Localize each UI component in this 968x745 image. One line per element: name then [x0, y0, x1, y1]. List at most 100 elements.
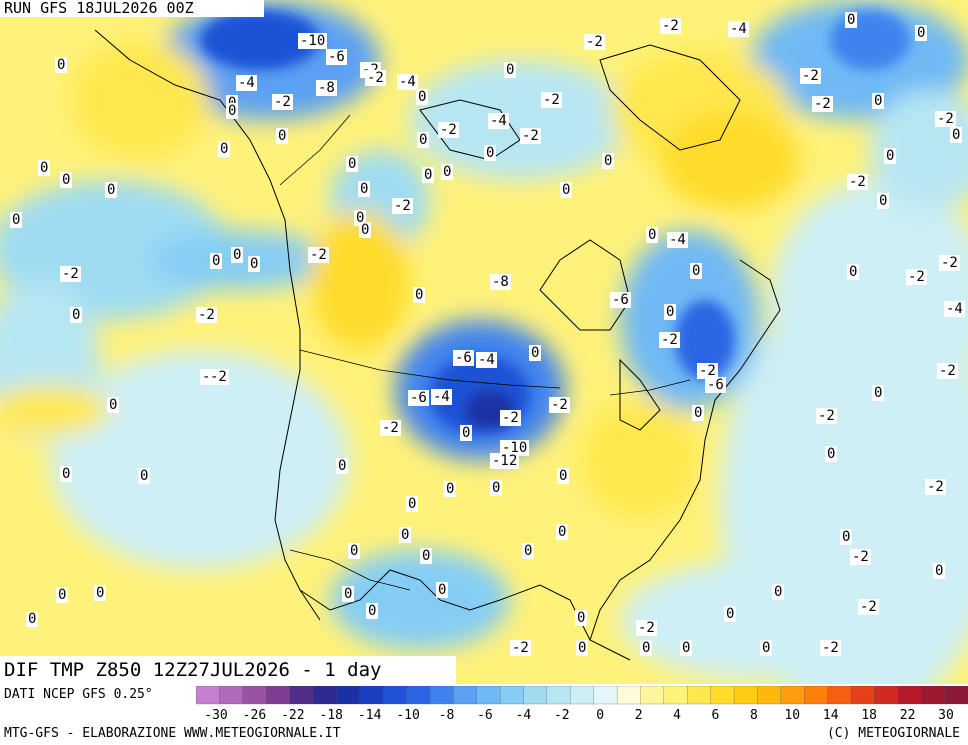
contour-value-label: 0 — [490, 480, 503, 496]
contour-value-label: 0 — [529, 345, 542, 361]
scale-swatch — [804, 686, 829, 705]
contour-value-label: 0 — [413, 287, 426, 303]
contour-value-label: 0 — [226, 103, 239, 119]
scale-swatch — [289, 686, 314, 705]
data-source-label: DATI NCEP GFS 0.25° — [4, 687, 153, 702]
scale-swatch — [921, 686, 946, 705]
contour-value-label: 0 — [248, 256, 261, 272]
scale-swatch — [196, 686, 221, 705]
contour-value-label: 0 — [664, 304, 677, 320]
contour-value-label: -2 — [697, 363, 718, 379]
contour-value-label: 0 — [210, 253, 223, 269]
scale-swatch — [406, 686, 431, 705]
scale-tick-label: -6 — [477, 708, 493, 723]
scale-tick-label: 10 — [784, 708, 801, 723]
contour-value-label: 0 — [646, 227, 659, 243]
contour-value-label: 0 — [560, 182, 573, 198]
scale-tick-label: 18 — [861, 708, 877, 723]
scale-swatch — [944, 686, 968, 705]
contour-value-label: 0 — [872, 385, 885, 401]
contour-value-label: -2 — [659, 332, 680, 348]
contour-value-label: 0 — [348, 543, 361, 559]
contour-value-label: -2 — [510, 640, 531, 656]
contour-value-label: 0 — [724, 606, 737, 622]
contour-value-label: 0 — [933, 563, 946, 579]
contour-value-label: 0 — [640, 640, 653, 656]
contour-value-label: 0 — [55, 57, 68, 73]
scale-swatch — [312, 686, 338, 705]
scale-swatch — [780, 686, 805, 705]
contour-value-label: -4 — [728, 21, 749, 37]
contour-value-label: -2 — [308, 247, 329, 263]
contour-value-label: -4 — [667, 232, 688, 248]
contour-value-label: 0 — [504, 62, 517, 78]
contour-value-label: 0 — [358, 181, 371, 197]
scale-swatch — [897, 686, 922, 705]
contour-value-label: -2 — [549, 397, 570, 413]
contour-value-label: -8 — [316, 80, 337, 96]
contour-value-label: -6 — [610, 292, 631, 308]
contour-value-label: 0 — [342, 586, 355, 602]
contour-value-label: -2 — [584, 34, 605, 50]
contour-value-label: 0 — [877, 193, 890, 209]
scale-swatch — [757, 686, 782, 705]
scale-swatch — [453, 686, 478, 705]
contour-value-label: -2 — [939, 255, 960, 271]
contour-value-label: 0 — [399, 527, 412, 543]
scale-tick-label: -10 — [396, 708, 420, 723]
contour-value-label: -2 — [660, 18, 681, 34]
contour-value-label: 0 — [576, 640, 589, 656]
scale-tick-label: -2 — [553, 708, 570, 723]
contour-value-label: 0 — [690, 263, 703, 279]
scale-swatch — [850, 686, 876, 705]
contour-value-label: 0 — [366, 603, 379, 619]
contour-value-label: 0 — [915, 25, 928, 41]
contour-value-label: 0 — [107, 397, 120, 413]
scale-swatch — [593, 686, 618, 705]
contour-value-label: 0 — [336, 458, 349, 474]
scale-tick-label: -4 — [515, 708, 532, 723]
scale-swatch — [242, 686, 267, 705]
credit-right: (C) METEOGIORNALE — [826, 726, 960, 741]
scale-swatch — [710, 686, 735, 705]
scale-tick-label: -14 — [357, 708, 382, 723]
scale-swatch — [429, 686, 454, 705]
scale-swatch — [476, 686, 501, 705]
scale-tick-label: 4 — [673, 708, 681, 723]
contour-value-label: -2 — [858, 599, 879, 615]
scale-tick-label: 22 — [899, 708, 916, 723]
contour-value-label: -2 — [636, 620, 657, 636]
contour-value-label: 0 — [444, 481, 457, 497]
scale-swatch — [266, 686, 291, 705]
scale-swatch — [336, 686, 361, 705]
contour-value-label: 0 — [346, 156, 359, 172]
scale-swatch — [499, 686, 525, 705]
contour-value-label: 0 — [218, 141, 231, 157]
contour-value-label: -2 — [800, 68, 821, 84]
contour-value-label: 0 — [760, 640, 773, 656]
contour-value-label: -2 — [520, 128, 541, 144]
contour-value-label: 0 — [847, 264, 860, 280]
scale-tick-label: -18 — [319, 708, 343, 723]
contour-value-label: 0 — [359, 222, 372, 238]
contour-value-label: -10 — [500, 440, 530, 456]
legend-footer: DATI NCEP GFS 0.25° -30 -26 -22 -18 -14 -10 -8… — [0, 684, 968, 745]
contour-value-label: 0 — [840, 529, 853, 545]
contour-value-label: -2 — [500, 410, 521, 426]
scale-tick-label: 14 — [822, 708, 839, 723]
contour-value-label: 0 — [422, 167, 435, 183]
contour-value-label: -8 — [490, 274, 511, 290]
contour-value-label: -2 — [272, 94, 293, 110]
scale-swatch — [523, 686, 548, 705]
contour-value-label: 0 — [417, 132, 430, 148]
contour-value-label: -2 — [847, 174, 868, 190]
contour-value-label: 0 — [26, 611, 39, 627]
contour-value-label: -4 — [431, 389, 452, 405]
contour-value-label: 0 — [416, 89, 429, 105]
contour-value-label: 0 — [420, 548, 433, 564]
contour-value-label: 0 — [602, 153, 615, 169]
scale-tick-label: -8 — [438, 708, 455, 723]
contour-value-label: -4 — [488, 113, 509, 129]
contour-value-label: 0 — [825, 446, 838, 462]
